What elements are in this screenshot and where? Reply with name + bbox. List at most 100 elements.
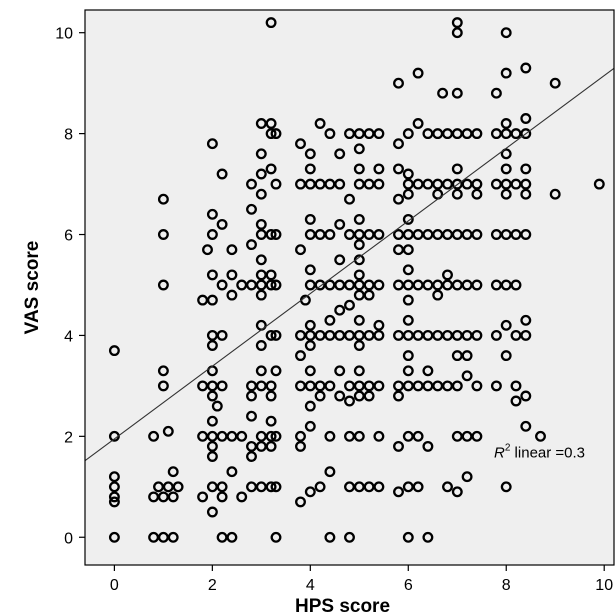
data-point bbox=[108, 345, 120, 357]
data-point bbox=[353, 329, 365, 341]
data-point bbox=[422, 380, 434, 392]
data-point bbox=[471, 329, 483, 341]
data-point bbox=[202, 244, 213, 256]
data-point bbox=[442, 229, 453, 240]
data-point bbox=[393, 138, 404, 150]
y-tick-label: 8 bbox=[64, 127, 73, 144]
data-point bbox=[353, 163, 365, 175]
data-point bbox=[295, 138, 306, 150]
data-point bbox=[255, 340, 267, 351]
data-point bbox=[236, 430, 248, 442]
data-point bbox=[363, 229, 375, 240]
data-point bbox=[520, 390, 532, 402]
data-point bbox=[363, 279, 375, 291]
data-point bbox=[402, 264, 414, 276]
data-point bbox=[304, 486, 316, 498]
data-point bbox=[353, 314, 365, 326]
data-point bbox=[500, 118, 512, 129]
data-point bbox=[304, 420, 316, 432]
data-point bbox=[520, 329, 532, 341]
data-point bbox=[549, 188, 561, 200]
x-tick-label: 8 bbox=[502, 577, 511, 594]
data-point bbox=[510, 329, 522, 341]
data-point bbox=[490, 279, 502, 291]
data-point bbox=[353, 178, 365, 190]
data-point bbox=[295, 244, 306, 256]
data-point bbox=[304, 329, 316, 341]
data-point bbox=[471, 178, 483, 190]
data-point bbox=[255, 365, 267, 377]
data-point bbox=[206, 329, 218, 341]
data-point bbox=[324, 531, 336, 543]
data-point bbox=[373, 481, 385, 493]
data-point bbox=[255, 440, 267, 452]
data-point bbox=[246, 440, 257, 452]
data-point bbox=[510, 229, 522, 240]
data-point bbox=[246, 279, 257, 291]
data-point bbox=[206, 451, 218, 462]
data-point bbox=[353, 289, 365, 301]
data-point bbox=[353, 365, 365, 377]
r2-text: linear =0.3 bbox=[510, 445, 585, 462]
data-point bbox=[197, 430, 209, 442]
data-point bbox=[255, 254, 267, 266]
data-point bbox=[206, 415, 218, 427]
data-point bbox=[490, 128, 502, 140]
data-point bbox=[314, 229, 326, 240]
data-point bbox=[108, 531, 120, 543]
data-point bbox=[334, 365, 346, 377]
data-point bbox=[500, 178, 512, 190]
data-point bbox=[255, 269, 267, 281]
data-point bbox=[226, 466, 238, 478]
data-point bbox=[353, 239, 365, 251]
data-point bbox=[422, 128, 434, 140]
data-point bbox=[246, 239, 257, 251]
data-point bbox=[363, 289, 375, 301]
data-point bbox=[412, 279, 424, 291]
data-point bbox=[314, 118, 326, 129]
data-point bbox=[265, 415, 277, 427]
data-point bbox=[363, 178, 375, 190]
data-point bbox=[226, 289, 238, 301]
data-point bbox=[471, 279, 483, 291]
data-point bbox=[451, 329, 463, 341]
data-point bbox=[206, 506, 218, 518]
data-point bbox=[510, 178, 522, 190]
data-point bbox=[270, 481, 282, 493]
data-point bbox=[393, 77, 404, 89]
data-point bbox=[324, 430, 336, 442]
data-point bbox=[108, 471, 120, 483]
data-point bbox=[593, 178, 605, 190]
data-point bbox=[236, 279, 248, 291]
data-point bbox=[432, 229, 444, 240]
data-point bbox=[246, 410, 257, 422]
data-point bbox=[393, 380, 404, 392]
data-point bbox=[451, 430, 463, 442]
data-point bbox=[373, 319, 385, 331]
data-point bbox=[490, 87, 502, 99]
data-point bbox=[344, 329, 355, 341]
data-point bbox=[255, 279, 267, 291]
data-point bbox=[520, 178, 532, 190]
data-point bbox=[216, 430, 228, 442]
data-point bbox=[353, 143, 365, 155]
data-point bbox=[324, 329, 336, 341]
data-point bbox=[442, 269, 453, 281]
data-point bbox=[535, 430, 546, 442]
data-point bbox=[353, 279, 365, 291]
data-point bbox=[216, 481, 228, 493]
x-axis: 0 2 4 6 8 10 bbox=[110, 565, 613, 594]
data-point bbox=[412, 118, 424, 129]
data-point bbox=[402, 365, 414, 377]
data-point bbox=[520, 163, 532, 175]
data-point bbox=[451, 27, 463, 39]
data-point bbox=[437, 87, 449, 99]
data-point bbox=[393, 193, 404, 205]
data-point bbox=[402, 294, 414, 306]
data-point bbox=[314, 329, 326, 341]
data-point bbox=[216, 168, 228, 180]
data-point bbox=[393, 229, 404, 240]
data-point bbox=[226, 244, 238, 256]
data-point bbox=[206, 208, 218, 220]
data-point bbox=[432, 380, 444, 392]
